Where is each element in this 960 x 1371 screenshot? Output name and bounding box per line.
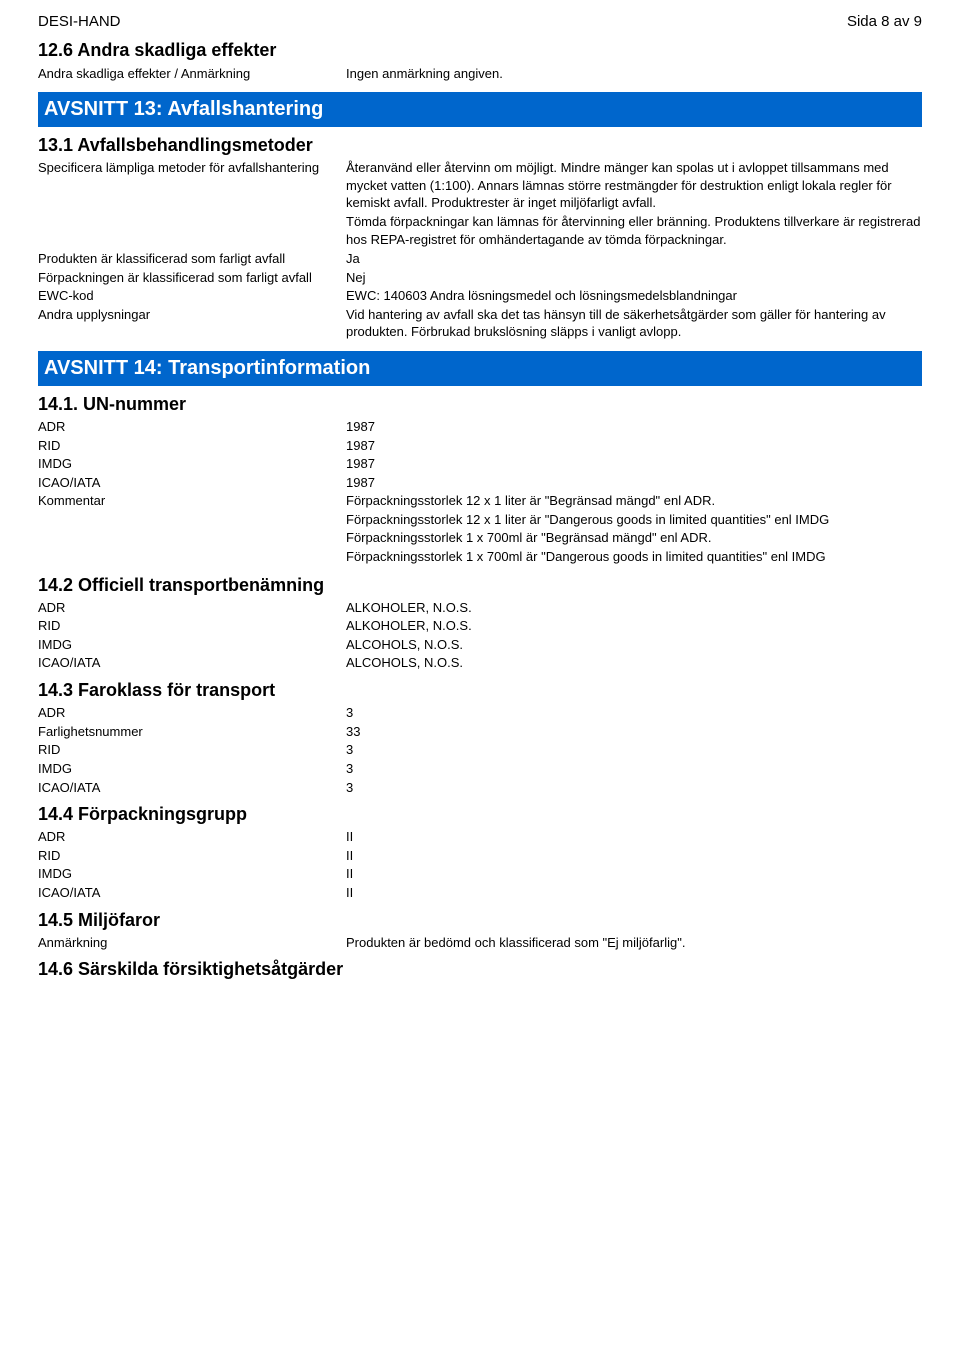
value: ALKOHOLER, N.O.S. <box>346 617 922 635</box>
value: EWC: 140603 Andra lösningsmedel och lösn… <box>346 287 922 305</box>
heading-14-5: 14.5 Miljöfaror <box>38 908 922 932</box>
value: 33 <box>346 723 922 741</box>
section-14-banner: AVSNITT 14: Transportinformation <box>38 351 922 386</box>
row-14-1-3: ICAO/IATA 1987 <box>38 474 922 492</box>
value: Ingen anmärkning angiven. <box>346 65 922 83</box>
label: Farlighetsnummer <box>38 723 346 741</box>
row-14-3-4: ICAO/IATA 3 <box>38 779 922 797</box>
row-14-5-0: Anmärkning Produkten är bedömd och klass… <box>38 934 922 952</box>
row-14-4-3: ICAO/IATA II <box>38 884 922 902</box>
value: 1987 <box>346 437 922 455</box>
value: Nej <box>346 269 922 287</box>
row-13-2: Förpackningen är klassificerad som farli… <box>38 269 922 287</box>
label: IMDG <box>38 865 346 883</box>
value: 1987 <box>346 474 922 492</box>
row-14-2-1: RID ALKOHOLER, N.O.S. <box>38 617 922 635</box>
row-14-1-0: ADR 1987 <box>38 418 922 436</box>
row-13-4: Andra upplysningar Vid hantering av avfa… <box>38 306 922 341</box>
label: ADR <box>38 828 346 846</box>
label: RID <box>38 437 346 455</box>
value: 1987 <box>346 455 922 473</box>
section-13-banner: AVSNITT 13: Avfallshantering <box>38 92 922 127</box>
label: Andra upplysningar <box>38 306 346 324</box>
value: ALCOHOLS, N.O.S. <box>346 636 922 654</box>
value: II <box>346 828 922 846</box>
label: RID <box>38 617 346 635</box>
row-14-4-0: ADR II <box>38 828 922 846</box>
row-14-1-1: RID 1987 <box>38 437 922 455</box>
label: ADR <box>38 704 346 722</box>
label: ADR <box>38 418 346 436</box>
value: 3 <box>346 741 922 759</box>
row-14-1-2: IMDG 1987 <box>38 455 922 473</box>
value: II <box>346 884 922 902</box>
row-14-3-1: Farlighetsnummer 33 <box>38 723 922 741</box>
label: Anmärkning <box>38 934 346 952</box>
value: 3 <box>346 704 922 722</box>
product-name: DESI-HAND <box>38 12 121 32</box>
value: II <box>346 847 922 865</box>
heading-14-2: 14.2 Officiell transportbenämning <box>38 573 922 597</box>
page-header: DESI-HAND Sida 8 av 9 <box>38 12 922 32</box>
row-14-3-2: RID 3 <box>38 741 922 759</box>
value: Vid hantering av avfall ska det tas häns… <box>346 306 922 341</box>
row-13-3: EWC-kod EWC: 140603 Andra lösningsmedel … <box>38 287 922 305</box>
value: 1987 <box>346 418 922 436</box>
label: ICAO/IATA <box>38 474 346 492</box>
heading-12-6: 12.6 Andra skadliga effekter <box>38 38 922 62</box>
label: Förpackningen är klassificerad som farli… <box>38 269 346 287</box>
row-14-3-0: ADR 3 <box>38 704 922 722</box>
heading-14-6: 14.6 Särskilda försiktighetsåtgärder <box>38 957 922 981</box>
value: II <box>346 865 922 883</box>
heading-14-1: 14.1. UN-nummer <box>38 392 922 416</box>
heading-13-1: 13.1 Avfallsbehandlingsmetoder <box>38 133 922 157</box>
label: RID <box>38 741 346 759</box>
label: ICAO/IATA <box>38 779 346 797</box>
page-number: Sida 8 av 9 <box>847 12 922 32</box>
row-14-4-1: RID II <box>38 847 922 865</box>
label: Andra skadliga effekter / Anmärkning <box>38 65 346 83</box>
value: 3 <box>346 779 922 797</box>
heading-14-4: 14.4 Förpackningsgrupp <box>38 802 922 826</box>
row-12-6-0: Andra skadliga effekter / Anmärkning Ing… <box>38 65 922 83</box>
value: ALCOHOLS, N.O.S. <box>346 654 922 672</box>
label: ADR <box>38 599 346 617</box>
row-14-1-4: Kommentar Förpackningsstorlek 12 x 1 lit… <box>38 492 922 566</box>
row-14-3-3: IMDG 3 <box>38 760 922 778</box>
row-14-2-2: IMDG ALCOHOLS, N.O.S. <box>38 636 922 654</box>
label: ICAO/IATA <box>38 884 346 902</box>
value: 3 <box>346 760 922 778</box>
label: ICAO/IATA <box>38 654 346 672</box>
label: Kommentar <box>38 492 346 510</box>
value: ALKOHOLER, N.O.S. <box>346 599 922 617</box>
row-13-1: Produkten är klassificerad som farligt a… <box>38 250 922 268</box>
label: IMDG <box>38 760 346 778</box>
value: Ja <box>346 250 922 268</box>
label: RID <box>38 847 346 865</box>
value: Produkten är bedömd och klassificerad so… <box>346 934 922 952</box>
row-14-4-2: IMDG II <box>38 865 922 883</box>
heading-14-3: 14.3 Faroklass för transport <box>38 678 922 702</box>
row-14-2-0: ADR ALKOHOLER, N.O.S. <box>38 599 922 617</box>
label: IMDG <box>38 455 346 473</box>
label: Produkten är klassificerad som farligt a… <box>38 250 346 268</box>
label: EWC-kod <box>38 287 346 305</box>
row-14-2-3: ICAO/IATA ALCOHOLS, N.O.S. <box>38 654 922 672</box>
value: Återanvänd eller återvinn om möjligt. Mi… <box>346 159 922 249</box>
row-13-0: Specificera lämpliga metoder för avfalls… <box>38 159 922 249</box>
label: Specificera lämpliga metoder för avfalls… <box>38 159 346 177</box>
value: Förpackningsstorlek 12 x 1 liter är "Beg… <box>346 492 922 566</box>
label: IMDG <box>38 636 346 654</box>
